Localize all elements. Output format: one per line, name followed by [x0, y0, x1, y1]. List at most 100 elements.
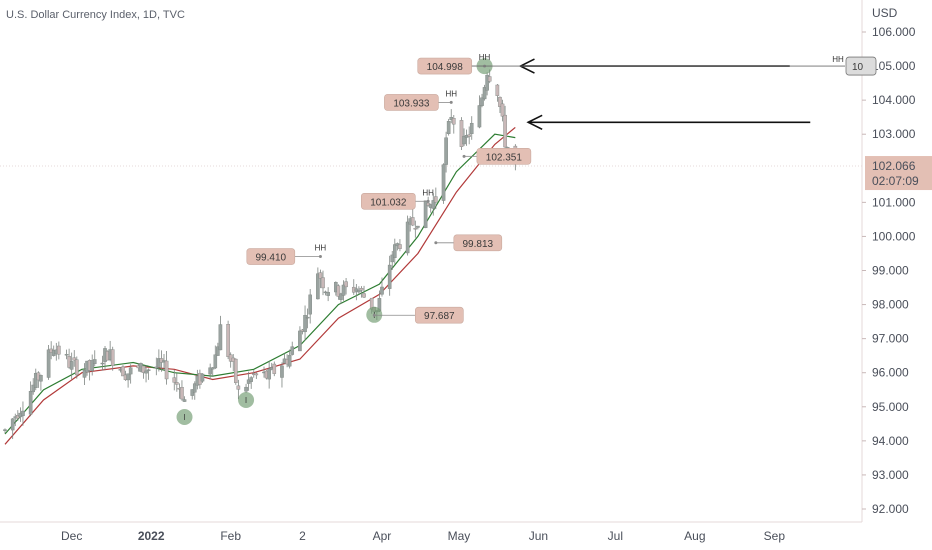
candle-body: [387, 264, 392, 289]
y-tick-label: 92.000: [872, 502, 909, 516]
candle-body: [141, 365, 146, 373]
candle-body: [154, 366, 159, 369]
candle-body: [75, 359, 79, 376]
candle-body: [290, 346, 295, 355]
swing-circle: [176, 409, 193, 426]
candle-body: [190, 389, 195, 396]
candle-body: [485, 74, 489, 91]
candle-body: [341, 284, 346, 296]
annotation-box: [246, 248, 296, 265]
swing-circles: lll: [176, 58, 493, 426]
candle-body: [459, 120, 464, 147]
annotation-box: [453, 234, 503, 252]
candle-body: [434, 196, 438, 203]
candle-body: [305, 316, 310, 319]
arrows: HH: [471, 55, 845, 131]
y-tick-label: 101.000: [872, 195, 916, 209]
x-tick-label: 2022: [138, 529, 165, 543]
candle-body: [362, 293, 366, 298]
candle-body: [431, 200, 436, 209]
candle-body: [10, 418, 15, 431]
candle-body: [28, 390, 33, 415]
candle-body: [210, 367, 215, 370]
candle-body: [172, 377, 177, 383]
candle-body: [487, 76, 492, 82]
candle-body: [413, 228, 418, 230]
y-tick-label: 98.000: [872, 298, 909, 312]
candle-body: [287, 355, 292, 367]
y-tick-label: 100.000: [872, 229, 916, 243]
y-tick-label: 104.000: [872, 93, 916, 107]
candle-body: [467, 134, 471, 137]
x-tick-label: 2: [299, 529, 306, 543]
candle-body: [244, 386, 248, 392]
x-tick-label: Sep: [764, 529, 786, 543]
y-tick-label: 93.000: [872, 468, 909, 482]
candle-body: [175, 382, 179, 385]
candle-body: [451, 118, 456, 125]
y-tick-label: 97.000: [872, 332, 909, 346]
annotation-label: 103.933: [393, 98, 430, 109]
y-tick-label: 106.000: [872, 25, 916, 39]
candle-body: [90, 360, 94, 371]
candle-body: [254, 373, 259, 376]
candle-body: [208, 367, 212, 375]
moving-average-line: [4, 133, 516, 435]
candle-body: [146, 369, 151, 371]
annotation-label: 99.410: [255, 253, 286, 264]
moving-averages: [4, 126, 516, 445]
y-tick-label: 96.000: [872, 366, 909, 380]
swing-circle-label: l: [245, 396, 247, 405]
currency-label: USD: [872, 6, 898, 20]
annotation-box: [361, 192, 416, 210]
candle-body: [416, 225, 420, 228]
moving-average-line: [4, 126, 516, 445]
last-price-tag: [865, 156, 932, 191]
candle-body: [21, 410, 25, 417]
y-tick-label: 99.000: [872, 264, 909, 278]
annotation-point: [449, 100, 453, 104]
candle-body: [339, 293, 343, 300]
x-tick-label: Feb: [220, 529, 241, 543]
candle-body: [157, 358, 161, 368]
candle-body: [128, 367, 133, 375]
candle-body: [336, 285, 341, 297]
candle-body: [482, 87, 487, 100]
candle-body: [249, 377, 253, 382]
swing-circle-label: l: [184, 413, 186, 422]
candle-body: [226, 324, 230, 357]
candle-body: [469, 122, 474, 134]
right-edge-tag-label: 10: [852, 62, 864, 73]
candle-body: [316, 273, 320, 300]
annotation-label: 102.351: [486, 152, 523, 163]
candle-body: [213, 354, 218, 369]
y-axis-ticks: 106.000 105.000 104.000 103.000 101.000 100.0…: [862, 25, 916, 516]
candle-body: [495, 84, 500, 96]
candle-body: [423, 200, 428, 229]
candle-body: [477, 105, 482, 128]
candle-body: [441, 164, 446, 201]
candle-body: [57, 345, 61, 355]
candle-body: [498, 96, 502, 107]
chart-title: U.S. Dollar Currency Index, 1D, TVC: [6, 9, 185, 21]
annotation-box: [476, 148, 532, 165]
candle-body: [182, 399, 187, 402]
candle-body: [46, 349, 51, 378]
candle-body: [410, 217, 415, 226]
candle-body: [308, 294, 312, 315]
candle-body: [318, 272, 323, 279]
annotation-label: 104.998: [427, 62, 464, 73]
candle-body: [480, 97, 484, 106]
candle-body: [236, 385, 241, 390]
candle-body: [462, 135, 466, 145]
y-tick-label: 94.000: [872, 434, 909, 448]
hh-marker: HH: [422, 188, 434, 197]
hh-marker: HH: [315, 244, 327, 253]
arrow-head: [526, 114, 543, 131]
candle-body: [33, 373, 38, 389]
candle-body: [426, 202, 430, 206]
y-tick-label: 103.000: [872, 127, 916, 141]
annotation-label: 97.687: [424, 311, 455, 322]
